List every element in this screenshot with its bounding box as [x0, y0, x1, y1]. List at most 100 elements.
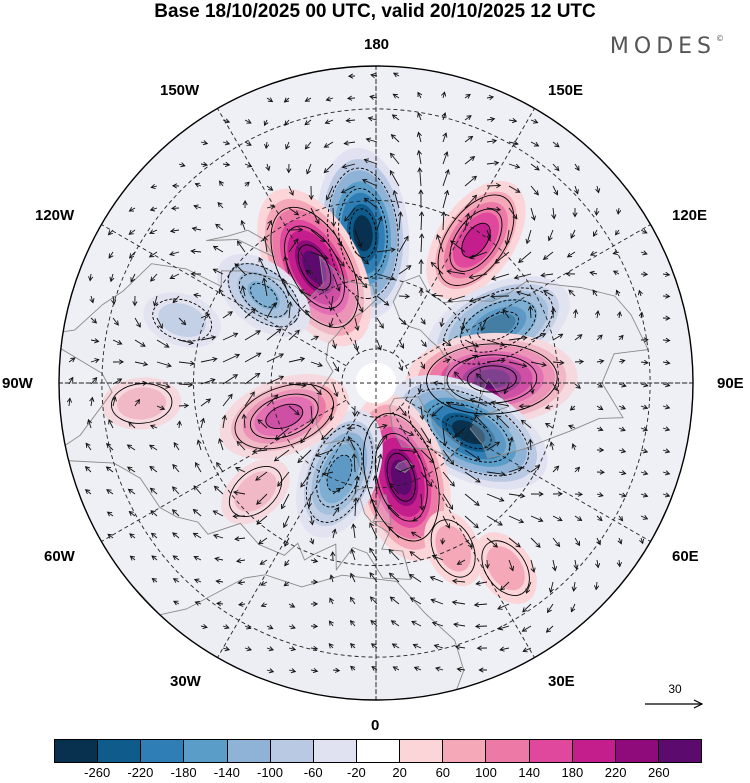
wind-arrow — [332, 361, 340, 372]
contour-line — [152, 298, 213, 342]
contour-line — [249, 393, 319, 440]
colorbar-tick-label: 180 — [561, 765, 584, 780]
wind-arrow — [435, 666, 444, 672]
wind-arrow — [128, 421, 136, 429]
wind-arrow — [478, 667, 487, 673]
wind-arrow — [288, 382, 307, 388]
colorbar — [54, 739, 702, 763]
wind-arrow — [572, 308, 579, 319]
wind-arrow — [640, 470, 649, 476]
wind-arrow — [200, 417, 206, 429]
wind-arrow — [213, 485, 224, 495]
wind-arrow — [530, 332, 547, 341]
wind-arrow — [304, 141, 312, 150]
wind-arrow — [261, 277, 268, 297]
wind-arrow — [547, 229, 554, 242]
wind-arrow — [106, 489, 114, 495]
wind-arrow — [376, 453, 383, 473]
wind-arrow — [84, 466, 92, 473]
wind-arrow — [486, 182, 502, 189]
wind-arrow — [442, 189, 450, 209]
wind-arrow — [574, 515, 583, 522]
contour-line — [481, 540, 530, 596]
colorbar-swatch — [227, 740, 271, 762]
wind-arrow — [639, 537, 645, 545]
wind-arrow — [105, 466, 114, 473]
wind-arrow — [354, 229, 363, 248]
contour-line — [265, 403, 304, 430]
anomaly-contours — [426, 343, 558, 415]
wind-arrow — [542, 251, 554, 260]
wind-arrow — [486, 471, 506, 477]
wind-arrow — [508, 335, 528, 341]
wind-arrow — [413, 666, 422, 672]
wind-arrow — [149, 465, 158, 473]
wind-arrow — [447, 295, 466, 303]
wind-arrow — [305, 309, 312, 319]
wind-arrow — [287, 301, 293, 319]
wind-arrow — [300, 471, 312, 488]
wind-arrow — [172, 295, 180, 304]
wind-arrow — [252, 448, 268, 454]
wind-arrow — [310, 207, 320, 225]
wind-arrow — [464, 515, 479, 529]
wind-arrow — [349, 596, 356, 605]
colorbar-tick-label: -220 — [127, 765, 154, 780]
wind-arrow — [107, 229, 114, 236]
colorbar-swatch — [55, 740, 99, 762]
wind-arrow — [454, 427, 466, 438]
wind-arrow — [354, 251, 370, 265]
wind-arrow — [353, 339, 360, 352]
wind-arrow — [499, 646, 510, 652]
wind-arrow — [618, 492, 627, 498]
lon-label-120e: 120E — [672, 207, 708, 224]
wind-arrow — [640, 426, 649, 432]
wind-arrow — [288, 405, 300, 416]
wind-arrow — [288, 356, 306, 363]
wind-arrow — [662, 337, 671, 343]
wind-arrow — [568, 424, 576, 430]
wind-arrow — [195, 461, 202, 473]
anomaly-contours — [481, 540, 530, 596]
wind-arrow — [329, 597, 334, 605]
wind-arrow — [310, 623, 319, 629]
wind-arrow — [149, 487, 158, 495]
wind-arrow — [170, 205, 180, 211]
wind-arrow — [363, 197, 378, 209]
wind-arrow — [640, 382, 649, 388]
wind-arrow — [234, 263, 246, 275]
wind-arrow — [574, 491, 584, 497]
high-anomaly — [474, 532, 537, 604]
wind-arrow — [169, 273, 180, 279]
colorbar-tick-label: -140 — [213, 765, 240, 780]
contour-line — [437, 194, 515, 286]
wind-arrow — [258, 537, 268, 545]
wind-arrow — [149, 206, 158, 212]
wind-arrow — [283, 515, 290, 529]
wind-arrow — [417, 383, 423, 394]
wind-arrow — [392, 666, 400, 671]
wind-arrow — [134, 317, 141, 328]
wind-arrow — [222, 393, 233, 407]
anomaly-contours — [327, 167, 399, 299]
wind-arrow — [266, 394, 279, 407]
wind-arrow — [464, 537, 473, 548]
wind-arrow — [128, 229, 136, 235]
wind-arrow — [172, 532, 180, 539]
colorbar-swatch — [572, 740, 616, 762]
brand-name: MODES — [609, 34, 716, 59]
wind-arrow — [283, 255, 290, 275]
wind-arrow — [234, 536, 246, 542]
wind-arrow — [549, 441, 555, 451]
wind-arrow — [237, 579, 246, 586]
wind-arrow — [464, 93, 471, 99]
wind-arrow — [596, 382, 604, 388]
wind-arrow — [464, 194, 478, 209]
wind-arrow — [363, 158, 378, 165]
wind-arrow — [469, 398, 488, 407]
low-anomaly — [143, 292, 221, 348]
wind-arrow — [265, 163, 271, 172]
wind-arrow — [662, 404, 671, 410]
wind-arrow — [419, 405, 425, 421]
wind-arrow — [571, 581, 577, 592]
